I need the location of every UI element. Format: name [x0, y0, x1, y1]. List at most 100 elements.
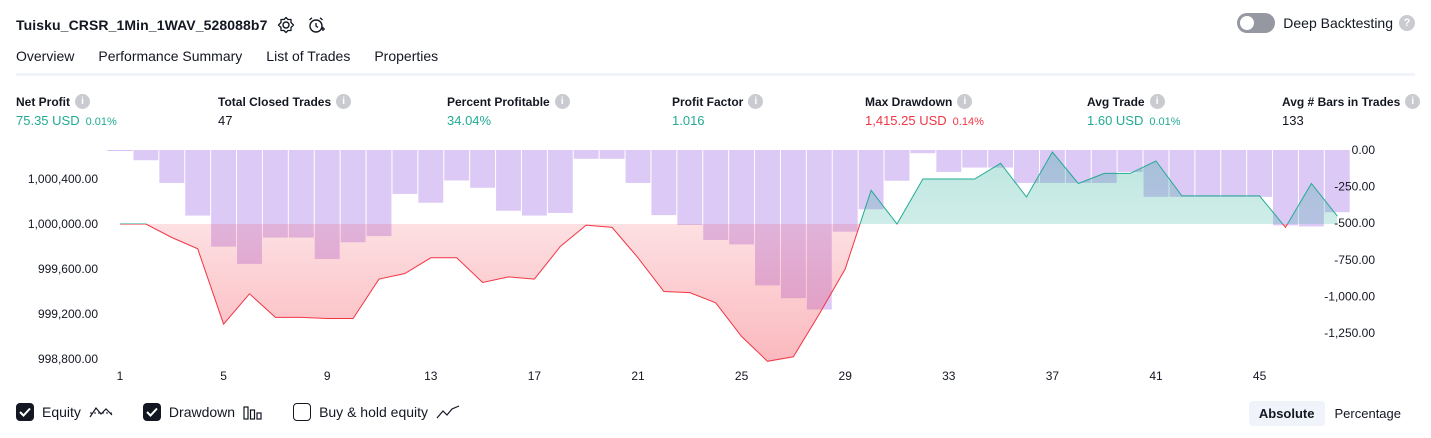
metric-profit-factor: Profit Factor i 1.016	[672, 94, 764, 128]
drawdown-bar	[962, 150, 988, 168]
drawdown-bar	[1117, 150, 1143, 172]
deep-backtesting-label: Deep Backtesting	[1283, 15, 1393, 31]
deep-backtesting: Deep Backtesting ?	[1237, 13, 1415, 33]
metric-value: 75.35 USD	[16, 113, 80, 128]
tab-properties[interactable]: Properties	[374, 48, 439, 64]
right-axis-tick: -250.00	[1334, 180, 1375, 194]
drawdown-checkbox[interactable]	[142, 403, 161, 421]
tab-performance-summary[interactable]: Performance Summary	[98, 48, 243, 64]
metric-label: Avg Trade	[1087, 94, 1145, 109]
tab-divider	[16, 73, 1415, 76]
legend-buy-hold[interactable]: Buy & hold equity	[293, 403, 460, 421]
drawdown-bar	[1195, 150, 1221, 197]
x-axis-tick: 5	[220, 369, 227, 383]
drawdown-bar	[185, 150, 211, 216]
info-icon[interactable]: i	[336, 94, 352, 109]
drawdown-bar	[936, 150, 962, 172]
drawdown-bar	[107, 150, 133, 151]
x-axis-labels: 1 5 9 13 17 21 25 29 33 37 41 45	[117, 369, 1267, 383]
x-axis-tick: 37	[1046, 369, 1060, 383]
drawdown-bar	[288, 150, 314, 238]
legend-label: Equity	[42, 404, 81, 420]
metric-label: Profit Factor	[672, 94, 744, 109]
drawdown-bar	[599, 150, 625, 159]
equity-loss-area	[120, 224, 1338, 362]
drawdown-bar	[573, 150, 599, 159]
drawdown-bar	[418, 150, 444, 203]
left-axis-tick: 1,000,000.00	[28, 217, 98, 231]
drawdown-bar	[392, 150, 418, 194]
chart-legend: Equity Drawdown Buy & hold equity	[16, 403, 490, 421]
metric-total-closed-trades: Total Closed Trades i 47	[218, 94, 352, 128]
drawdown-bar	[910, 150, 936, 154]
info-icon[interactable]: i	[1149, 94, 1165, 109]
left-axis-labels: 1,000,400.00 1,000,000.00 999,600.00 999,20…	[28, 172, 98, 366]
metric-percent: 0.01%	[1149, 116, 1181, 128]
tab-overview[interactable]: Overview	[16, 48, 75, 76]
metric-percent: 0.01%	[85, 116, 117, 128]
equity-checkbox[interactable]	[16, 403, 34, 421]
x-axis-tick: 17	[528, 369, 542, 383]
buy-hold-line-icon	[436, 404, 460, 420]
x-axis-tick: 13	[424, 369, 438, 383]
info-icon[interactable]: i	[748, 94, 764, 109]
equity-gain-area	[120, 152, 1338, 224]
left-axis-tick: 999,600.00	[38, 262, 98, 276]
drawdown-bar	[496, 150, 521, 211]
drawdown-bar	[832, 150, 858, 232]
drawdown-bar	[1014, 150, 1039, 183]
tab-bar: Overview Performance Summary List of Tra…	[16, 48, 462, 76]
drawdown-bar	[625, 150, 651, 183]
info-icon[interactable]: i	[1405, 94, 1421, 109]
x-axis-tick: 29	[839, 369, 853, 383]
absolute-button[interactable]: Absolute	[1248, 401, 1325, 426]
metric-value: 1,415.25 USD	[865, 113, 947, 128]
metric-avg-bars-in-trades: Avg # Bars in Trades i 133	[1282, 94, 1421, 128]
tab-list-of-trades[interactable]: List of Trades	[266, 48, 351, 64]
right-axis-tick: 0.00	[1352, 143, 1376, 157]
right-axis-tick: -1,250.00	[1324, 326, 1375, 340]
add-alert-icon[interactable]	[305, 14, 327, 36]
x-axis-tick: 1	[117, 369, 124, 383]
header-bar: Tuisku_CRSR_1Min_1WAV_528088b7	[16, 14, 327, 36]
metric-label: Max Drawdown	[865, 94, 953, 109]
metric-label: Total Closed Trades	[218, 94, 332, 109]
settings-icon[interactable]	[275, 14, 297, 36]
legend-drawdown[interactable]: Drawdown	[142, 403, 263, 421]
x-axis-tick: 33	[942, 369, 956, 383]
drawdown-bar	[470, 150, 496, 188]
legend-label: Drawdown	[168, 404, 236, 420]
equity-line-icon	[89, 404, 113, 420]
drawdown-bar	[1324, 150, 1350, 213]
metric-percent: 0.14%	[952, 116, 984, 128]
x-axis-tick: 45	[1253, 369, 1267, 383]
metric-avg-trade: Avg Trade i 1.60 USD 0.01%	[1087, 94, 1181, 128]
info-icon[interactable]: i	[554, 94, 570, 109]
equity-line-up	[120, 151, 1338, 224]
x-axis-tick: 9	[324, 369, 331, 383]
equity-fills	[120, 152, 1338, 362]
info-icon[interactable]: i	[957, 94, 973, 109]
metric-value: 1.60 USD	[1087, 113, 1144, 128]
drawdown-bar	[884, 150, 910, 181]
metric-net-profit: Net Profit i 75.35 USD 0.01%	[16, 94, 117, 128]
buy-hold-checkbox[interactable]	[293, 403, 312, 421]
percentage-button[interactable]: Percentage	[1334, 406, 1402, 421]
help-icon[interactable]: ?	[1399, 15, 1415, 31]
drawdown-bar	[1221, 150, 1247, 197]
equity-chart[interactable]: 1,000,400.00 1,000,000.00 999,600.00 999,20…	[0, 138, 1431, 388]
x-axis-tick: 25	[735, 369, 749, 383]
legend-equity[interactable]: Equity	[16, 403, 113, 421]
metric-max-drawdown: Max Drawdown i 1,415.25 USD 0.14%	[865, 94, 984, 128]
drawdown-bar	[262, 150, 288, 238]
deep-backtesting-toggle[interactable]	[1237, 13, 1276, 33]
metric-label: Net Profit	[16, 94, 70, 109]
metric-value: 1.016	[672, 113, 705, 128]
left-axis-tick: 999,200.00	[38, 307, 98, 321]
drawdown-bars-icon	[243, 404, 263, 420]
drawdown-bar	[159, 150, 185, 183]
info-icon[interactable]: i	[75, 94, 90, 109]
x-axis-tick: 41	[1149, 369, 1163, 383]
metric-percent-profitable: Percent Profitable i 34.04%	[447, 94, 570, 128]
display-mode-toggle: Absolute Percentage	[1248, 401, 1411, 426]
